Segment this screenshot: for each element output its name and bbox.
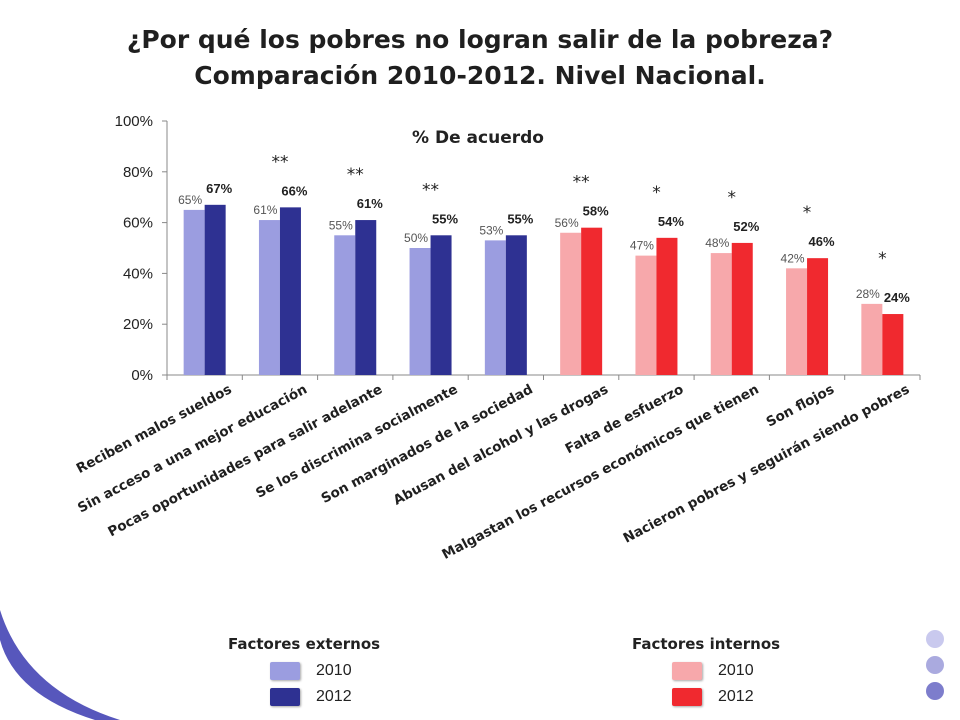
legend-item-externos-2012: 2012 <box>270 688 352 706</box>
bar-value-label-2010: 61% <box>253 203 277 217</box>
legend-item-externos-2010: 2010 <box>270 662 352 680</box>
bar-2012 <box>807 258 829 375</box>
bar-2012 <box>279 207 301 375</box>
bar-2010 <box>786 268 808 375</box>
legend-swatch-externos-2012 <box>270 688 300 706</box>
legend-label-internos-2012: 2012 <box>718 688 754 705</box>
bar-value-label-2010: 47% <box>630 239 654 253</box>
y-tick-label: 0% <box>131 367 153 384</box>
bar-2010 <box>635 255 657 375</box>
x-category-label: Pocas oportunidades para salir adelante <box>105 381 385 540</box>
bar-value-label-2010: 53% <box>479 223 503 237</box>
significance-marker: * <box>728 188 737 208</box>
significance-marker: ** <box>422 180 439 200</box>
bar-value-label-2012: 66% <box>281 183 307 198</box>
bar-2010 <box>334 235 356 375</box>
bar-2010 <box>560 232 582 375</box>
bar-value-label-2012: 58% <box>583 204 609 219</box>
bar-value-label-2012: 54% <box>658 214 684 229</box>
legend-swatch-internos-2010 <box>672 662 702 680</box>
legend-label-externos-2012: 2012 <box>316 688 352 705</box>
bar-2012 <box>731 242 753 375</box>
bar-value-label-2010: 48% <box>705 236 729 250</box>
significance-marker: ** <box>573 173 590 193</box>
y-tick-label: 20% <box>123 316 153 333</box>
bar-2010 <box>484 240 506 375</box>
bar-2012 <box>430 235 452 375</box>
decorative-swoosh <box>0 610 120 720</box>
y-tick-label: 60% <box>123 215 153 232</box>
chart-title-line1: ¿Por qué los pobres no logran salir de l… <box>126 25 834 54</box>
y-tick-label: 40% <box>123 265 153 282</box>
bar-value-label-2012: 55% <box>507 211 533 226</box>
legend-heading-internos: Factores internos <box>632 635 781 653</box>
legend-label-internos-2010: 2010 <box>718 662 754 679</box>
bar-value-label-2012: 67% <box>206 181 232 196</box>
y-tick-label: 80% <box>123 164 153 181</box>
bar-value-label-2010: 28% <box>856 287 880 301</box>
significance-marker: * <box>652 183 661 203</box>
legend-swatch-internos-2012 <box>672 688 702 706</box>
significance-marker: ** <box>271 152 288 172</box>
chart-subtitle: % De acuerdo <box>412 128 544 148</box>
bar-value-label-2010: 56% <box>555 216 579 230</box>
y-tick-label: 100% <box>115 113 153 130</box>
decorative-dot <box>926 656 944 674</box>
legend-swatch-externos-2010 <box>270 662 300 680</box>
chart-title: ¿Por qué los pobres no logran salir de l… <box>0 22 960 94</box>
legend-item-internos-2012: 2012 <box>672 688 754 706</box>
significance-marker: ** <box>347 165 364 185</box>
bar-value-label-2012: 61% <box>357 196 383 211</box>
bar-2010 <box>409 248 431 375</box>
bar-value-label-2012: 55% <box>432 211 458 226</box>
bar-2010 <box>183 209 205 375</box>
legend-heading-externos: Factores externos <box>228 635 381 653</box>
bar-value-label-2012: 52% <box>733 219 759 234</box>
decorative-dot <box>926 630 944 648</box>
bar-value-label-2012: 46% <box>809 234 835 249</box>
bar-value-label-2012: 24% <box>884 290 910 305</box>
bar-2012 <box>505 235 527 375</box>
bar-value-label-2010: 55% <box>329 218 353 232</box>
bar-2010 <box>258 220 280 375</box>
bar-2012 <box>656 237 678 375</box>
bar-value-label-2010: 65% <box>178 193 202 207</box>
bar-value-label-2010: 50% <box>404 231 428 245</box>
bar-2010 <box>861 303 883 375</box>
legend-item-internos-2010: 2010 <box>672 662 754 680</box>
bar-2012 <box>355 220 377 375</box>
chart-title-line2: Comparación 2010-2012. Nivel Nacional. <box>194 61 766 90</box>
significance-marker: * <box>803 203 812 223</box>
significance-marker: * <box>878 249 887 269</box>
bar-2010 <box>710 253 732 375</box>
bar-2012 <box>581 227 603 375</box>
decorative-dot <box>926 682 944 700</box>
bar-2012 <box>882 314 904 375</box>
legend-label-externos-2010: 2010 <box>316 662 352 679</box>
bar-2012 <box>204 204 226 375</box>
bar-value-label-2010: 42% <box>781 251 805 265</box>
